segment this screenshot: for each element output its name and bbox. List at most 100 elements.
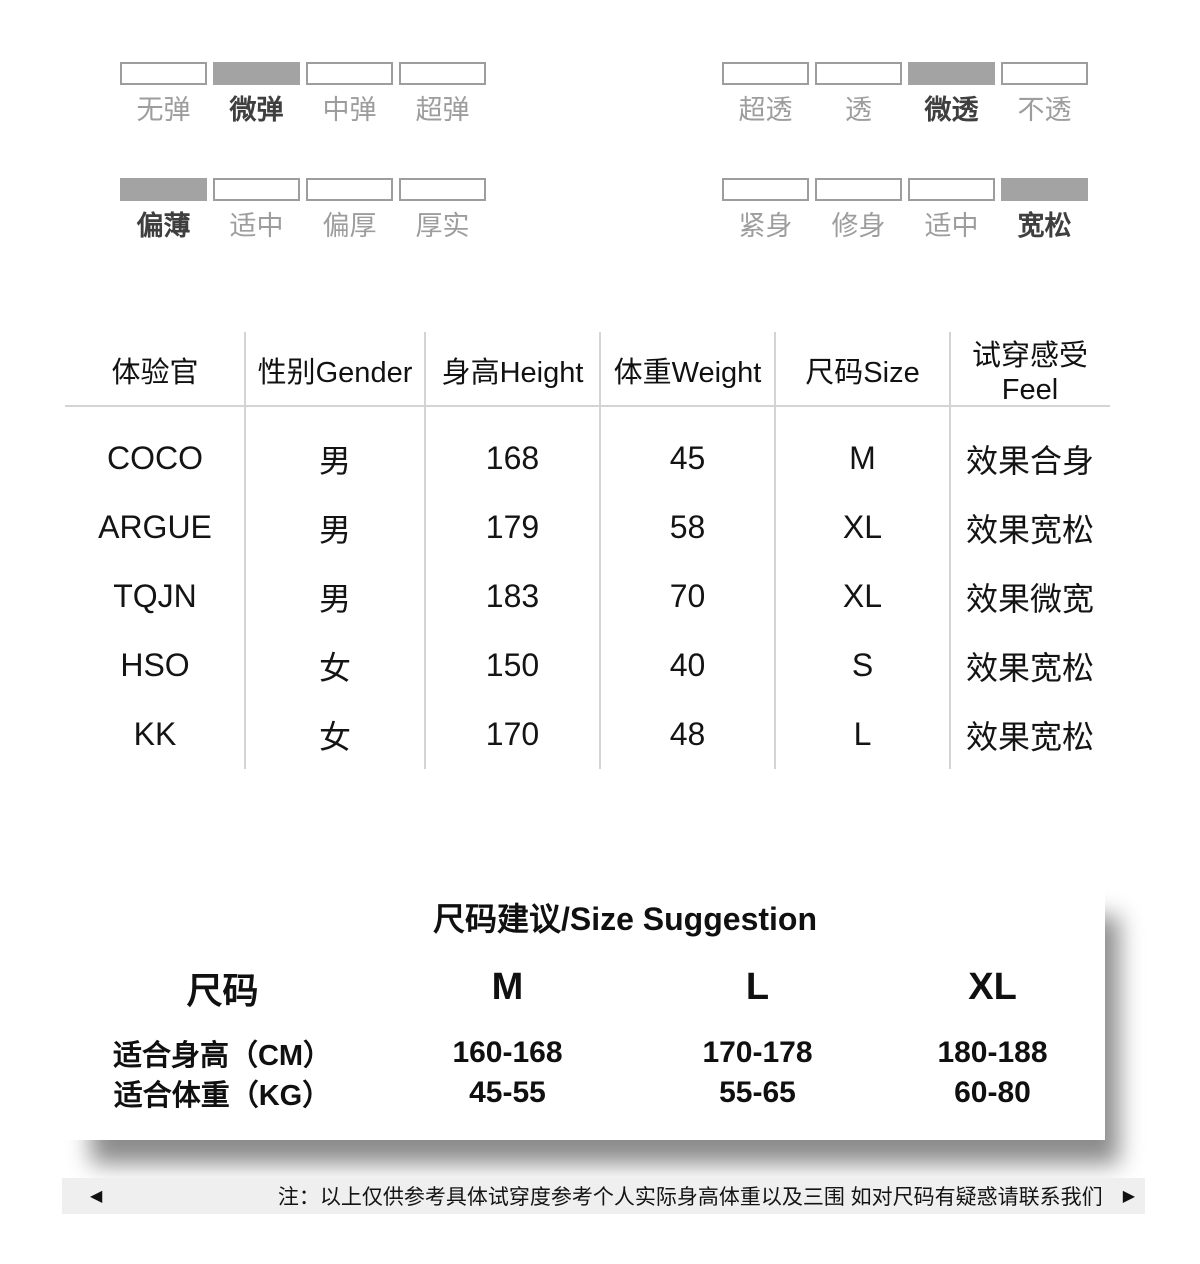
height-range-l: 170-178 xyxy=(702,1036,813,1069)
table-row: COCO 男 168 45 M 效果合身 xyxy=(65,424,1110,493)
rating-label: 宽松 xyxy=(1017,211,1072,241)
rating-bar xyxy=(908,62,995,85)
gender-cell: 男 xyxy=(318,442,351,479)
rating-option-no-stretch: 无弹 xyxy=(120,62,207,126)
prev-arrow-icon[interactable]: ◀ xyxy=(90,1188,103,1205)
rating-label: 偏薄 xyxy=(136,211,191,241)
rating-bar xyxy=(908,178,995,201)
gender-cell: 男 xyxy=(318,580,351,617)
header-divider xyxy=(65,405,1110,407)
column-header-feel: 试穿感受Feel xyxy=(971,340,1088,406)
table-row: HSO 女 150 40 S 效果宽松 xyxy=(65,631,1110,700)
tester-name-cell: COCO xyxy=(107,440,203,476)
size-cell: M xyxy=(849,440,876,476)
size-option-m: M xyxy=(491,966,524,1008)
rating-bar xyxy=(399,178,486,201)
column-divider xyxy=(599,332,601,769)
size-header-label: 尺码 xyxy=(186,969,259,1011)
column-divider xyxy=(244,332,246,769)
feel-cell: 效果宽松 xyxy=(965,649,1094,686)
feel-cell: 效果微宽 xyxy=(965,580,1094,617)
rating-option-slim: 修身 xyxy=(815,178,902,242)
size-suggestion-card: 尺码建议/Size Suggestion 尺码 M L XL 适合身高（CM） … xyxy=(65,880,1105,1140)
table-header-row: 体验官 性别Gender 身高Height 体重Weight 尺码Size 试穿… xyxy=(65,332,1110,406)
rating-option-opaque: 不透 xyxy=(1001,62,1088,126)
fit-rating-group: 紧身 修身 适中 宽松 xyxy=(722,178,1088,242)
column-divider xyxy=(424,332,426,769)
weight-range-m: 45-55 xyxy=(469,1076,546,1109)
weight-cell: 58 xyxy=(669,509,706,545)
height-cell: 179 xyxy=(485,509,540,545)
rating-label: 微弹 xyxy=(229,95,284,125)
size-suggestion-header-row: 尺码 M L XL xyxy=(65,960,1105,1015)
table-body: COCO 男 168 45 M 效果合身 ARGUE 男 179 58 XL 效… xyxy=(65,407,1110,769)
rating-label: 无弹 xyxy=(136,95,191,125)
table-row: TQJN 男 183 70 XL 效果微宽 xyxy=(65,562,1110,631)
tester-fit-table: 体验官 性别Gender 身高Height 体重Weight 尺码Size 试穿… xyxy=(65,332,1110,769)
footer-note-text: 注：以上仅供参考具体试穿度参考个人实际身高体重以及三围 如对尺码有疑惑请联系我们 xyxy=(277,1186,1103,1209)
rating-bar xyxy=(815,178,902,201)
rating-option-mid-stretch: 中弹 xyxy=(306,62,393,126)
tester-name-cell: KK xyxy=(133,716,177,752)
size-suggestion-title: 尺码建议/Size Suggestion xyxy=(432,901,818,937)
rating-option-super-sheer: 超透 xyxy=(722,62,809,126)
rating-option-thin: 偏薄 xyxy=(120,178,207,242)
column-divider xyxy=(949,332,951,769)
sheerness-rating-group: 超透 透 微透 不透 xyxy=(722,62,1088,126)
suitable-height-row: 适合身高（CM） 160-168 170-178 180-188 xyxy=(65,1032,1105,1072)
footer-note-bar: ◀ 注：以上仅供参考具体试穿度参考个人实际身高体重以及三围 如对尺码有疑惑请联系… xyxy=(62,1178,1145,1214)
suitable-weight-row: 适合体重（KG） 45-55 55-65 60-80 xyxy=(65,1072,1105,1112)
thickness-rating-group: 偏薄 适中 偏厚 厚实 xyxy=(120,178,486,242)
rating-bar xyxy=(213,62,300,85)
feel-cell: 效果合身 xyxy=(965,442,1094,479)
column-header-tester: 体验官 xyxy=(111,356,199,389)
column-header-weight: 体重Weight xyxy=(613,356,762,389)
rating-bar xyxy=(722,62,809,85)
height-cell: 183 xyxy=(485,578,540,614)
column-header-gender: 性别Gender xyxy=(257,356,413,389)
rating-bar xyxy=(120,62,207,85)
tester-name-cell: ARGUE xyxy=(98,509,212,545)
rating-option-loose: 宽松 xyxy=(1001,178,1088,242)
size-cell: XL xyxy=(842,578,883,614)
rating-bar xyxy=(722,178,809,201)
rating-label: 透 xyxy=(845,95,872,125)
weight-cell: 48 xyxy=(669,716,706,752)
rating-option-regular-fit: 适中 xyxy=(908,178,995,242)
rating-bar xyxy=(815,62,902,85)
rating-bar xyxy=(120,178,207,201)
column-divider xyxy=(774,332,776,769)
size-option-l: L xyxy=(745,966,770,1008)
weight-range-xl: 60-80 xyxy=(954,1076,1031,1109)
rating-option-super-stretch: 超弹 xyxy=(399,62,486,126)
rating-bar xyxy=(306,178,393,201)
height-range-xl: 180-188 xyxy=(937,1036,1048,1069)
feel-cell: 效果宽松 xyxy=(965,511,1094,548)
suitable-weight-label: 适合体重（KG） xyxy=(113,1080,332,1112)
next-arrow-icon[interactable]: ▶ xyxy=(1122,1188,1135,1205)
height-range-m: 160-168 xyxy=(452,1036,563,1069)
rating-option-slightly-sheer: 微透 xyxy=(908,62,995,126)
rating-label: 中弹 xyxy=(322,95,377,125)
gender-cell: 女 xyxy=(318,718,351,755)
column-header-size: 尺码Size xyxy=(805,356,920,389)
rating-label: 偏厚 xyxy=(322,211,377,241)
stretch-rating-group: 无弹 微弹 中弹 超弹 xyxy=(120,62,486,126)
rating-bar xyxy=(1001,178,1088,201)
table-row: ARGUE 男 179 58 XL 效果宽松 xyxy=(65,493,1110,562)
size-cell: XL xyxy=(842,509,883,545)
weight-cell: 70 xyxy=(669,578,706,614)
rating-label: 超透 xyxy=(738,95,793,125)
weight-cell: 45 xyxy=(669,440,706,476)
height-cell: 170 xyxy=(485,716,540,752)
column-header-height: 身高Height xyxy=(441,356,584,389)
rating-label: 紧身 xyxy=(738,211,793,241)
tester-name-cell: HSO xyxy=(120,647,190,683)
rating-option-medium-thickness: 适中 xyxy=(213,178,300,242)
weight-cell: 40 xyxy=(669,647,706,683)
rating-label: 适中 xyxy=(229,211,284,241)
weight-range-l: 55-65 xyxy=(719,1076,796,1109)
size-option-xl: XL xyxy=(968,966,1017,1008)
tester-name-cell: TQJN xyxy=(113,578,197,614)
rating-label: 超弹 xyxy=(415,95,470,125)
